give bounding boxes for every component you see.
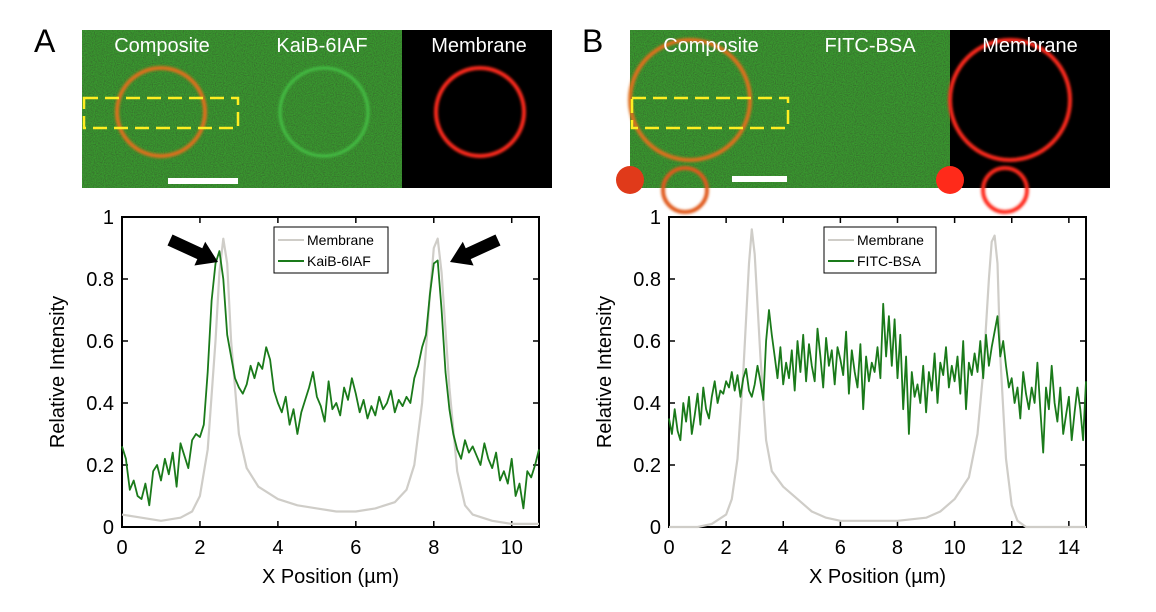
x-tick-label: 8 <box>892 537 903 559</box>
series-line-protein <box>668 302 1087 454</box>
y-tick-label: 0 <box>650 517 661 539</box>
x-tick-label: 8 <box>428 537 439 559</box>
x-axis-label: X Position (µm) <box>262 566 399 588</box>
series-line-protein <box>121 250 540 510</box>
y-tick-label: 0.6 <box>86 331 114 353</box>
panel-b-scale-bar <box>732 176 787 182</box>
y-tick-label: 0.6 <box>633 331 661 353</box>
panel-a-composite-noise <box>82 30 242 188</box>
y-tick-label: 1 <box>103 207 114 229</box>
panel-b-green-noise <box>790 30 950 188</box>
panel-b: B Composite FITC-BSA Membrane 0 0.2 0.4 0.6… <box>582 23 1110 588</box>
panel-b-label: B <box>582 23 603 59</box>
chart-a: 00.20.40.60.810 2 4 6 8 10X Position (µm)Rela… <box>47 207 540 588</box>
panel-a-roi-box <box>82 96 240 130</box>
panel-b-composite-title: Composite <box>663 35 759 57</box>
x-tick-label: 12 <box>1001 537 1023 559</box>
panel-a-membrane-title: Membrane <box>431 35 527 57</box>
peak-arrow <box>167 234 218 266</box>
y-axis-label: Relative Intensity <box>47 296 69 448</box>
x-tick-label: 6 <box>835 537 846 559</box>
y-tick-label: 0.2 <box>86 455 114 477</box>
panel-a-micrographs: Composite KaiB-6IAF Membrane <box>82 30 552 188</box>
panel-a-composite-title: Composite <box>114 35 210 57</box>
x-tick-label: 6 <box>350 537 361 559</box>
panel-a-composite-vesicle <box>115 66 207 158</box>
plot-frame <box>668 216 1087 528</box>
legend-label: FITC-BSA <box>857 253 921 269</box>
y-tick-label: 0.8 <box>86 269 114 291</box>
y-tick-label: 0 <box>103 517 114 539</box>
x-tick-label: 0 <box>116 537 127 559</box>
panel-a-label: A <box>34 23 56 59</box>
x-tick-label: 2 <box>721 537 732 559</box>
panel-a-green-title: KaiB-6IAF <box>276 35 367 57</box>
x-axis-label: X Position (µm) <box>809 566 946 588</box>
panel-b-roi-box <box>630 96 790 130</box>
legend-label: Membrane <box>307 232 374 248</box>
y-tick-label: 0.4 <box>86 393 114 415</box>
panel-b-membrane-vesicle <box>948 38 1072 162</box>
legend-box <box>823 226 937 274</box>
panel-b-composite-noise <box>630 30 790 188</box>
legend-label: Membrane <box>857 232 924 248</box>
x-tick-label: 14 <box>1058 537 1080 559</box>
y-tick-label: 0.4 <box>633 393 661 415</box>
x-tick-label: 0 <box>663 537 674 559</box>
y-tick-label: 0.8 <box>633 269 661 291</box>
panel-b-composite-vesicle-small <box>661 166 709 214</box>
y-tick-label: 1 <box>650 207 661 229</box>
panel-b-micrographs: Composite FITC-BSA Membrane <box>616 30 1110 214</box>
panel-a: A Composite KaiB-6IAF Membrane 0 0.2 0.4 0.… <box>34 23 552 588</box>
panel-b-membrane-blob <box>936 166 964 194</box>
x-tick-label: 10 <box>501 537 523 559</box>
y-tick-label: 0.2 <box>633 455 661 477</box>
y-axis-label: Relative Intensity <box>594 296 616 448</box>
legend-box <box>273 226 389 274</box>
x-tick-label: 2 <box>194 537 205 559</box>
x-tick-label: 10 <box>943 537 965 559</box>
chart-b: 00.20.40.60.810 2 4 6 8 10 12 14X Position (µm)… <box>594 207 1087 588</box>
x-tick-label: 4 <box>272 537 283 559</box>
panel-b-green-title: FITC-BSA <box>824 35 916 57</box>
x-tick-label: 4 <box>778 537 789 559</box>
panel-b-membrane-title: Membrane <box>982 35 1078 57</box>
plot-frame <box>121 216 540 528</box>
series-line-membrane <box>121 237 539 526</box>
panel-b-membrane-image <box>950 30 1110 188</box>
panel-a-membrane-image <box>402 30 552 188</box>
panel-a-green-vesicle <box>278 66 370 158</box>
legend-label: KaiB-6IAF <box>307 253 371 269</box>
panel-a-scale-bar <box>168 178 238 184</box>
panel-a-green-noise <box>242 30 402 188</box>
peak-arrow <box>450 234 501 266</box>
panel-a-membrane-vesicle <box>434 66 526 158</box>
panel-b-membrane-vesicle-small <box>981 166 1029 214</box>
panel-b-composite-blob <box>616 166 644 194</box>
panel-b-composite-vesicle <box>628 38 752 162</box>
